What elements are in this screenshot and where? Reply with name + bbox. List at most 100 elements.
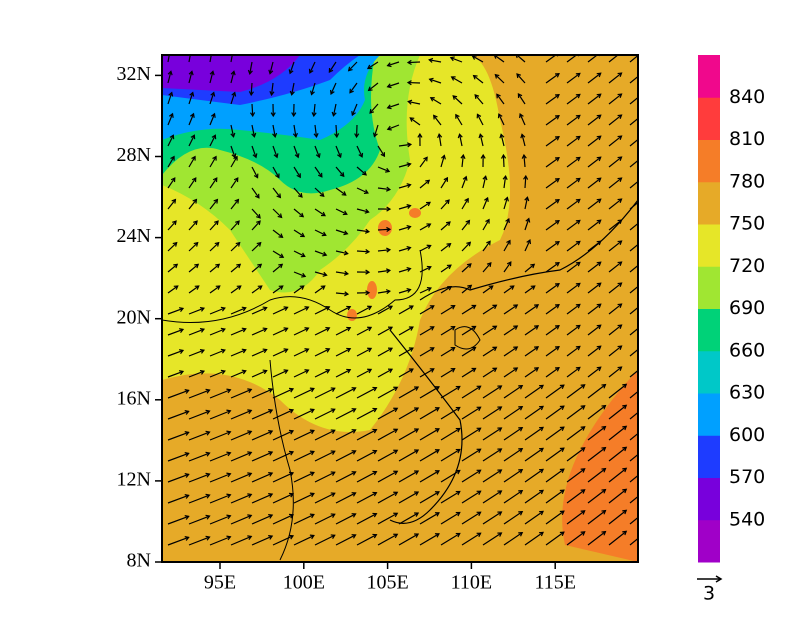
y-tick-label: 12N: [117, 468, 151, 490]
wind-vector: [335, 271, 348, 275]
wind-vector: [272, 250, 284, 258]
wind-vector: [461, 448, 481, 462]
wind-vector: [209, 55, 212, 63]
wind-vector: [335, 369, 351, 378]
wind-vector: [482, 219, 490, 231]
wind-vector-head: [426, 223, 432, 228]
wind-vector: [272, 493, 294, 504]
wind-vector: [608, 383, 627, 399]
wind-vector-head: [365, 269, 371, 275]
wind-vector: [293, 348, 309, 357]
wind-vector-head: [393, 533, 399, 539]
wind-vector: [482, 385, 502, 399]
wind-vector-head: [178, 307, 185, 312]
colorbar: 540 570 600 630 660 690 720 750 780 810 840: [698, 55, 765, 563]
wind-vector: [293, 472, 315, 483]
wind-vector-head: [554, 219, 560, 225]
wind-vector-head: [241, 348, 247, 354]
wind-vector-head: [364, 208, 370, 214]
wind-vector-head: [513, 304, 519, 309]
wind-vector: [332, 103, 337, 116]
wind-vector: [368, 82, 379, 91]
wind-vector: [482, 406, 502, 420]
wind-vector: [408, 100, 421, 105]
wind-vector-head: [476, 427, 482, 433]
wind-vector-head: [434, 428, 440, 433]
wind-vector: [188, 389, 210, 399]
wind-vector: [587, 114, 602, 126]
wind-vector: [272, 348, 288, 357]
wind-vector-head: [643, 426, 647, 430]
wind-vector: [251, 187, 260, 199]
wind-vector: [398, 470, 419, 483]
colorbar-label: 780: [729, 170, 765, 192]
wind-vector: [461, 198, 469, 210]
wind-vector-head: [501, 153, 507, 159]
wind-vector-head: [386, 247, 392, 253]
wind-vector: [440, 449, 461, 462]
wind-vector-head: [275, 173, 280, 179]
wind-vector-head: [423, 156, 428, 162]
wind-vector: [482, 262, 492, 273]
shaded-field: [162, 55, 647, 562]
wind-vector: [356, 387, 377, 399]
wind-vector: [461, 490, 481, 504]
wind-vector: [482, 367, 497, 378]
wind-vector-head: [554, 282, 560, 288]
wind-vector: [440, 347, 455, 357]
wind-vector-head: [408, 305, 414, 310]
wind-vector: [356, 471, 377, 483]
wind-vector-head: [386, 226, 392, 233]
wind-vector-head: [478, 133, 484, 139]
wind-vector-head: [190, 134, 196, 140]
wind-vector: [167, 220, 177, 231]
wind-vector-head: [372, 132, 378, 138]
wind-vector: [310, 82, 316, 95]
wind-vector-head: [215, 285, 221, 290]
wind-vector: [608, 509, 627, 525]
wind-vector-head: [193, 220, 198, 226]
wind-vector-head: [309, 492, 315, 498]
wind-vector-head: [596, 114, 602, 120]
wind-vector-head: [301, 272, 307, 278]
wind-vector: [209, 113, 216, 126]
wind-vector: [314, 166, 323, 178]
wind-vector-head: [241, 327, 247, 333]
wind-vector-head: [276, 193, 282, 199]
wind-vector: [608, 114, 622, 126]
wind-vector: [482, 469, 502, 483]
wind-vector: [440, 264, 452, 273]
wind-vector-head: [518, 469, 524, 474]
colorbar-label: 810: [729, 128, 765, 150]
wind-vector: [167, 452, 189, 462]
wind-vector: [209, 452, 231, 462]
wind-vector-head: [539, 489, 544, 495]
wind-vector-head: [235, 220, 240, 226]
wind-vector-head: [330, 450, 336, 455]
wind-vector-head: [523, 174, 529, 180]
wind-vector-head: [580, 426, 586, 431]
wind-vector: [440, 286, 452, 294]
wind-vector-head: [330, 408, 336, 413]
wind-vector: [335, 250, 348, 255]
wind-vector: [188, 199, 197, 210]
wind-vector-head: [429, 347, 435, 352]
wind-vector-head: [457, 133, 463, 139]
wind-vector: [629, 306, 638, 315]
wind-vector-head: [596, 219, 602, 225]
wind-vector: [521, 134, 526, 147]
wind-vector-head: [351, 534, 357, 539]
wind-vector: [314, 450, 335, 462]
wind-vector: [503, 490, 523, 504]
colorbar-label: 660: [729, 339, 765, 361]
wind-vector: [209, 220, 219, 231]
wind-vector: [272, 369, 288, 378]
wind-vector-head: [262, 369, 268, 375]
wind-vector: [566, 72, 581, 84]
wind-vector: [293, 327, 309, 336]
wind-vector: [293, 229, 305, 237]
wind-vector: [293, 493, 315, 504]
wind-vector: [629, 180, 638, 189]
wind-vector-head: [294, 153, 300, 159]
wind-vector-head: [471, 55, 477, 60]
